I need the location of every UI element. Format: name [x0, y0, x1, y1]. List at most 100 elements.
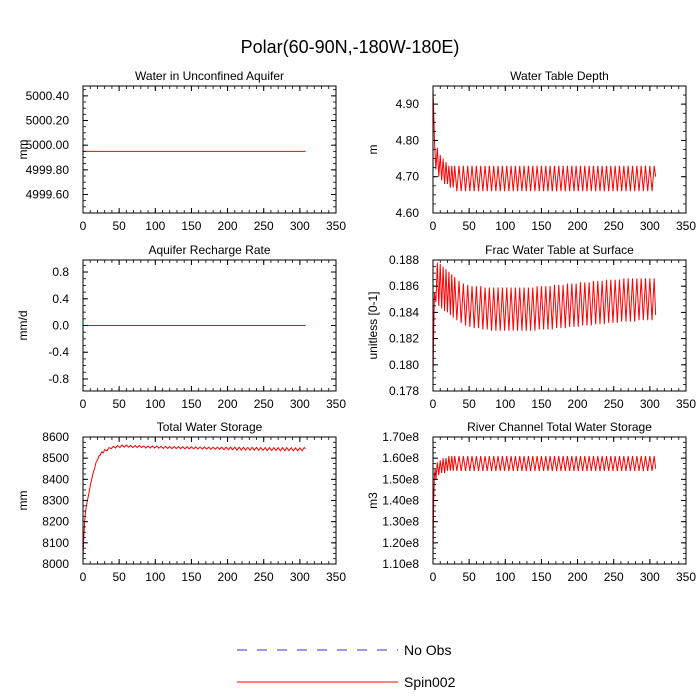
plot-frame — [82, 85, 337, 214]
legend-spin002-label: Spin002 — [404, 674, 456, 690]
x-tick-label: 200 — [568, 219, 588, 233]
x-tick-label: 300 — [290, 570, 310, 584]
x-tick-label: 50 — [462, 570, 476, 584]
y-tick-label: 0.4 — [52, 292, 69, 306]
y-tick-label: 8300 — [42, 494, 69, 508]
y-axis-label: mm — [16, 140, 30, 160]
x-tick-label: 300 — [640, 397, 660, 411]
series-line-spin002 — [83, 444, 306, 560]
chart-river-channel-total-water-storage: River Channel Total Water Storage m3 0 50 10… — [366, 420, 696, 584]
x-tick-label: 150 — [181, 219, 201, 233]
chart-total-water-storage: Total Water Storage mm 0 50 100 150 200 250 300 3… — [16, 420, 346, 584]
x-tick-label: 100 — [145, 570, 165, 584]
y-tick-label: 0.8 — [52, 265, 69, 279]
y-tick-label: -0.8 — [48, 372, 69, 386]
x-tick-label: 350 — [676, 219, 696, 233]
x-tick-label: 50 — [112, 219, 126, 233]
y-tick-label: 1.40e8 — [382, 494, 419, 508]
y-tick-label: 4.60 — [396, 206, 420, 220]
y-tick-label: 8600 — [42, 430, 69, 444]
x-tick-label: 50 — [112, 397, 126, 411]
x-tick-label: 350 — [326, 397, 346, 411]
y-tick-label: 4.70 — [396, 170, 420, 184]
y-tick-label: 0.188 — [389, 253, 419, 267]
x-tick-label: 300 — [640, 570, 660, 584]
y-tick-label: 0.182 — [389, 332, 419, 346]
y-tick-label: 0.0 — [52, 319, 69, 333]
x-tick-label: 250 — [604, 570, 624, 584]
chart-title: River Channel Total Water Storage — [467, 420, 652, 434]
y-tick-label: 8100 — [42, 536, 69, 550]
y-tick-label: 5000.20 — [26, 114, 70, 128]
y-axis-label: unitless [0-1] — [366, 291, 380, 359]
y-tick-label: 8400 — [42, 472, 69, 486]
y-tick-label: -0.4 — [48, 345, 69, 359]
y-tick-label: 1.30e8 — [382, 515, 419, 529]
x-tick-label: 0 — [80, 397, 87, 411]
y-tick-label: 4999.60 — [26, 188, 70, 202]
x-tick-label: 50 — [462, 397, 476, 411]
x-tick-label: 250 — [254, 397, 274, 411]
x-tick-label: 350 — [326, 219, 346, 233]
x-tick-label: 150 — [531, 219, 551, 233]
y-axis-label: mm — [16, 491, 30, 511]
x-tick-label: 100 — [145, 397, 165, 411]
y-tick-label: 4.80 — [396, 133, 420, 147]
chart-water-in-unconfined-aquifer: Water in Unconfined Aquifer mm 0 50 100 150 20… — [16, 69, 346, 233]
x-tick-label: 150 — [531, 397, 551, 411]
chart-aquifer-recharge-rate: Aquifer Recharge Rate mm/d 0 50 100 150 200 250… — [16, 243, 346, 411]
y-tick-label: 0.178 — [389, 384, 419, 398]
x-tick-label: 350 — [676, 397, 696, 411]
plot-frame — [432, 436, 687, 565]
x-tick-label: 200 — [568, 397, 588, 411]
x-tick-label: 100 — [145, 219, 165, 233]
series-line-spin002 — [433, 89, 657, 192]
chart-frac-water-table-at-surface: Frac Water Table at Surface unitless [0-1… — [366, 243, 696, 411]
y-tick-label: 1.70e8 — [382, 430, 419, 444]
y-tick-label: 4999.80 — [26, 163, 70, 177]
x-tick-label: 150 — [181, 570, 201, 584]
x-tick-label: 150 — [181, 397, 201, 411]
x-tick-label: 250 — [604, 219, 624, 233]
chart-title: Total Water Storage — [157, 420, 263, 434]
y-tick-label: 1.20e8 — [382, 536, 419, 550]
x-tick-label: 100 — [495, 570, 515, 584]
y-tick-label: 1.50e8 — [382, 472, 419, 486]
x-tick-label: 200 — [568, 570, 588, 584]
x-tick-label: 350 — [326, 570, 346, 584]
x-tick-label: 50 — [462, 219, 476, 233]
x-tick-label: 300 — [290, 397, 310, 411]
series-line-spin002 — [433, 262, 657, 376]
plot-frame — [82, 436, 337, 565]
x-tick-label: 250 — [254, 570, 274, 584]
y-axis-label: mm/d — [16, 311, 30, 341]
y-tick-label: 0.186 — [389, 279, 419, 293]
y-tick-label: 5000.40 — [26, 89, 70, 103]
x-tick-label: 100 — [495, 219, 515, 233]
chart-title: Water Table Depth — [510, 69, 609, 83]
y-axis-label: m3 — [366, 492, 380, 509]
y-tick-label: 8200 — [42, 515, 69, 529]
x-tick-label: 250 — [604, 397, 624, 411]
x-tick-label: 200 — [218, 570, 238, 584]
legend-no-obs-label: No Obs — [404, 642, 451, 658]
y-tick-label: 1.60e8 — [382, 451, 419, 465]
x-tick-label: 0 — [80, 219, 87, 233]
x-tick-label: 100 — [495, 397, 515, 411]
x-tick-label: 0 — [430, 570, 437, 584]
y-tick-label: 0.184 — [389, 305, 419, 319]
x-tick-label: 250 — [254, 219, 274, 233]
x-tick-label: 200 — [218, 219, 238, 233]
panels: Water in Unconfined Aquifer mm 0 50 100 150 20… — [16, 69, 696, 584]
x-tick-label: 200 — [218, 397, 238, 411]
page-title: Polar(60-90N,-180W-180E) — [241, 37, 460, 57]
x-tick-label: 150 — [531, 570, 551, 584]
y-tick-label: 4.90 — [396, 97, 420, 111]
chart-title: Water in Unconfined Aquifer — [135, 69, 284, 83]
y-tick-label: 8500 — [42, 451, 69, 465]
y-tick-label: 5000.00 — [26, 138, 70, 152]
x-tick-label: 300 — [640, 219, 660, 233]
y-tick-label: 0.180 — [389, 358, 419, 372]
x-tick-label: 300 — [290, 219, 310, 233]
